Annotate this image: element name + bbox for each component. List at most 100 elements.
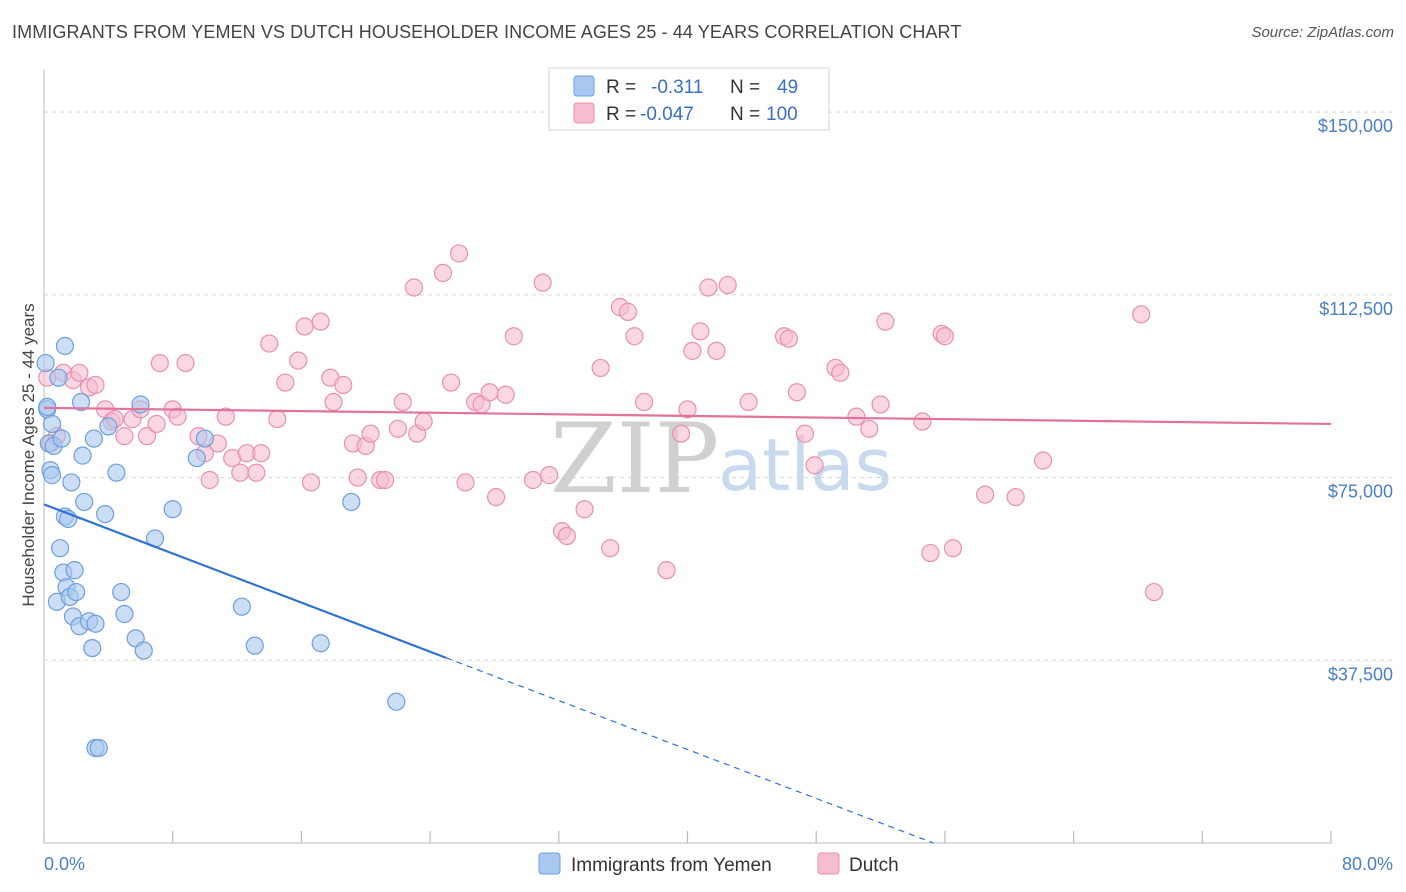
yemen-point [75,492,94,512]
dutch-point [388,419,408,438]
yemen-point [73,446,92,465]
yemen-point [107,463,126,482]
dutch-point [449,244,469,263]
yemen-point [187,448,206,468]
yemen-point [195,429,214,448]
dutch-point [334,375,353,395]
dutch-point [1006,487,1025,507]
dutch-point [683,341,702,360]
correlation-legend: R = -0.311 N = 49 R = -0.047 N = 100 [548,67,830,131]
yemen-point [36,353,55,373]
dutch-point [533,273,552,292]
x-tick-label-min: 0.0% [44,854,85,874]
yemen-point [67,582,86,602]
dutch-point [591,358,610,378]
x-tick-label-max: 80.0% [1342,854,1393,874]
yemen-point [84,429,103,448]
dutch-point [678,400,697,419]
watermark-zip: ZIP [550,403,719,515]
dutch-trend-line [43,406,1332,426]
yemen-point [387,692,406,711]
dutch-point [414,412,433,431]
dutch-point [137,427,157,446]
dutch-point [375,470,395,490]
legend-r-label-yemen: R = [606,77,636,98]
yemen-point [134,641,153,660]
dutch-point [216,407,235,426]
legend-n-value-yemen: 49 [777,77,798,98]
dutch-point [625,327,644,346]
dutch-point [787,383,806,402]
dutch-point [805,456,824,475]
y-tick-label: $112,500 [1319,299,1393,319]
dutch-point [847,407,866,426]
legend-n-label-dutch: N = [730,104,760,125]
dutch-point [441,373,461,392]
dutch-point [433,263,453,283]
dutch-point [268,409,287,429]
yemen-point [86,614,105,633]
dutch-point [691,322,710,341]
dutch-point [618,302,638,321]
dutch-point [295,317,314,336]
dutch-point [739,392,758,412]
dutch-point [779,329,798,348]
legend-box [548,67,830,131]
yemen-point [115,604,134,624]
dutch-point [231,463,250,482]
dutch-point [871,395,890,414]
chart-title: IMMIGRANTS FROM YEMEN VS DUTCH HOUSEHOLD… [12,22,962,42]
dutch-point [831,363,850,382]
legend-swatch-yemen [573,75,595,97]
yemen-point [42,414,62,434]
dutch-point [176,353,195,373]
dutch-point [707,341,726,360]
yemen-point [245,636,264,655]
legend-r-label-dutch: R = [606,104,636,125]
legend-r-value-yemen: -0.311 [651,77,703,98]
y-tick-labels: $37,500 $75,000 $112,500 $150,000 [1318,116,1393,684]
dutch-point [276,373,295,392]
dutch-point [480,383,499,402]
dutch-point [1132,305,1151,324]
yemen-point [83,638,102,658]
dutch-point [348,468,367,487]
yemen-trend-line-extension [445,657,934,844]
dutch-point [301,473,321,492]
yemen-point [112,582,131,602]
x-tick-labels: 0.0% 80.0% [44,854,1393,874]
dutch-point [913,412,932,431]
series-legend: Immigrants from Yemen Dutch [538,852,899,876]
bottom-legend-label-dutch: Dutch [849,855,899,876]
dutch-point [699,278,718,297]
dutch-point [657,561,676,580]
dutch-point [361,424,380,443]
yemen-point [342,492,361,512]
bottom-legend-swatch-yemen [538,852,561,875]
yemen-point [131,395,150,414]
dutch-point [252,444,271,463]
dutch-point [247,463,266,482]
dutch-point [86,375,105,395]
yemen-point [50,539,70,558]
dutch-point [921,543,940,563]
dutch-point [147,414,166,434]
dutch-point [601,539,620,558]
yemen-point [71,392,91,412]
dutch-point [260,334,279,353]
dutch-point [523,470,543,490]
yemen-point [62,473,81,492]
yemen-point [311,634,330,653]
yemen-point [232,597,251,616]
legend-n-value-dutch: 100 [766,104,798,125]
grid-lines [44,111,1392,661]
yemen-point [49,368,68,387]
dutch-point [289,351,308,370]
axes [43,70,1332,844]
dutch-point [168,407,187,426]
yemen-point [89,738,108,758]
source-credit: Source: ZipAtlas.com [1251,24,1394,41]
dutch-point [671,424,691,443]
yemen-point [52,429,71,448]
